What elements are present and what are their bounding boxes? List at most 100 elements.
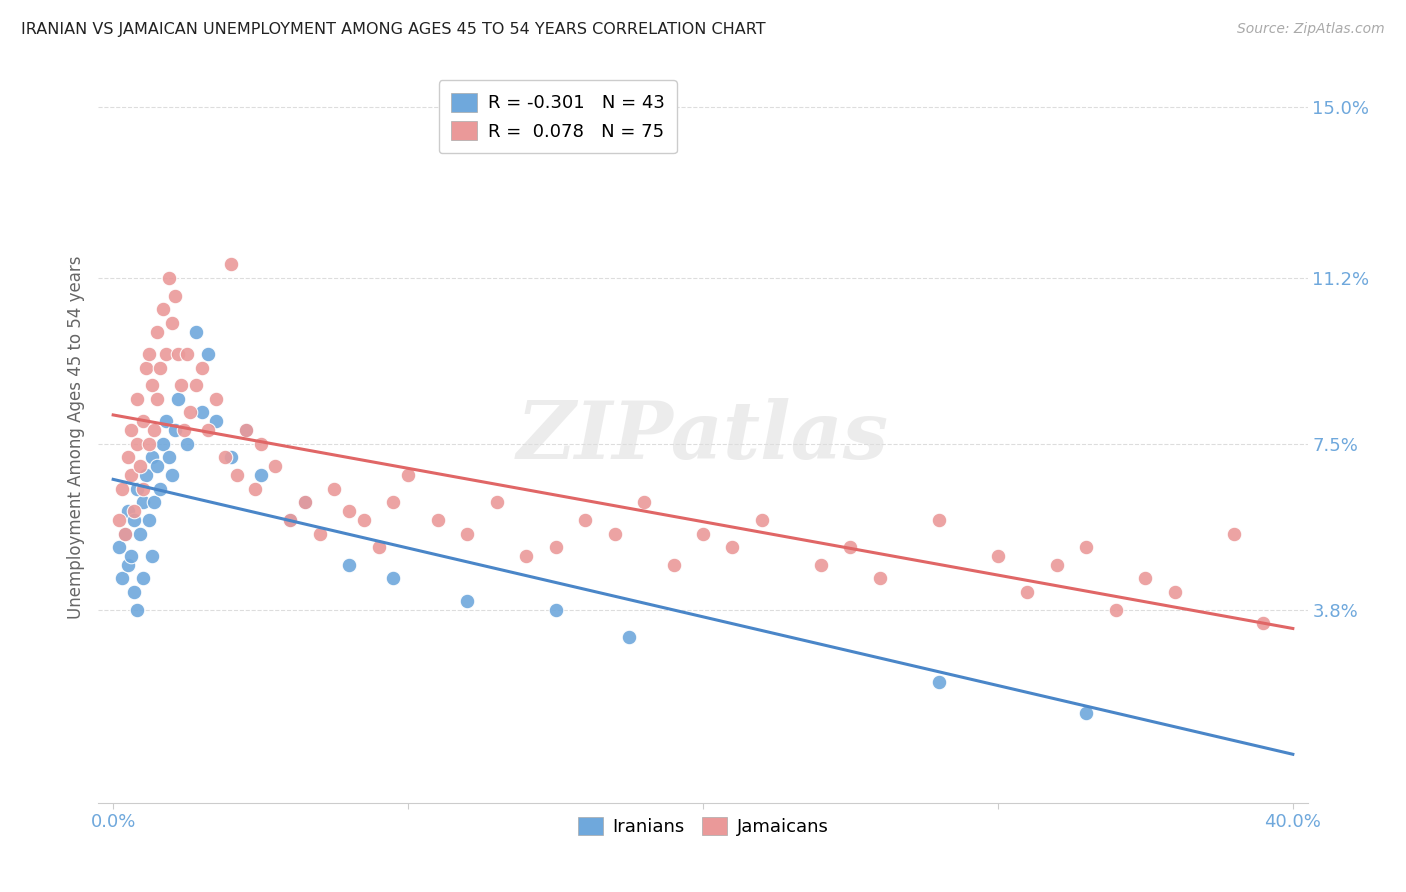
Point [141,378,163,392]
Point [337,504,360,518]
Point [219,257,242,271]
Point [869,571,891,585]
Point [1223,526,1246,541]
Point [160,316,183,330]
Point [1076,540,1098,554]
Point [184,378,207,392]
Point [155,347,177,361]
Text: IRANIAN VS JAMAICAN UNEMPLOYMENT AMONG AGES 45 TO 54 YEARS CORRELATION CHART: IRANIAN VS JAMAICAN UNEMPLOYMENT AMONG A… [21,22,766,37]
Point [839,540,862,554]
Point [167,347,190,361]
Point [108,540,131,554]
Point [120,549,142,563]
Point [128,459,150,474]
Point [235,423,257,437]
Point [122,513,145,527]
Point [603,526,626,541]
Point [149,482,172,496]
Point [131,414,153,428]
Point [146,459,169,474]
Point [456,526,478,541]
Point [111,482,134,496]
Point [131,571,153,585]
Point [226,468,249,483]
Point [278,513,301,527]
Point [249,468,271,483]
Point [751,513,773,527]
Point [143,423,166,437]
Point [1253,616,1275,631]
Point [157,450,180,465]
Y-axis label: Unemployment Among Ages 45 to 54 years: Unemployment Among Ages 45 to 54 years [66,255,84,619]
Point [485,495,508,509]
Point [249,437,271,451]
Point [382,495,405,509]
Point [122,504,145,518]
Point [205,414,228,428]
Point [184,325,207,339]
Point [138,437,160,451]
Point [515,549,537,563]
Point [367,540,389,554]
Point [205,392,228,406]
Point [544,540,567,554]
Point [152,302,174,317]
Point [114,526,136,541]
Point [128,526,150,541]
Point [165,423,187,437]
Point [108,513,131,527]
Point [987,549,1010,563]
Point [117,450,139,465]
Point [456,594,478,608]
Text: Source: ZipAtlas.com: Source: ZipAtlas.com [1237,22,1385,37]
Point [1105,603,1128,617]
Point [294,495,316,509]
Point [692,526,714,541]
Text: ZIPatlas: ZIPatlas [517,399,889,475]
Point [155,414,177,428]
Point [122,585,145,599]
Point [135,468,157,483]
Point [176,437,198,451]
Point [214,450,236,465]
Point [574,513,596,527]
Point [111,571,134,585]
Point [928,513,950,527]
Point [149,360,172,375]
Point [138,347,160,361]
Point [125,603,148,617]
Point [152,437,174,451]
Point [426,513,449,527]
Point [146,392,169,406]
Point [662,558,685,572]
Point [143,495,166,509]
Point [125,437,148,451]
Point [167,392,190,406]
Point [1164,585,1187,599]
Point [219,450,242,465]
Point [1017,585,1039,599]
Point [721,540,744,554]
Point [131,495,153,509]
Point [120,468,142,483]
Point [353,513,375,527]
Point [278,513,301,527]
Point [619,630,641,644]
Point [243,482,266,496]
Point [197,347,219,361]
Point [1046,558,1069,572]
Point [810,558,832,572]
Point [125,482,148,496]
Point [264,459,287,474]
Point [135,360,157,375]
Point [190,360,212,375]
Point [141,549,163,563]
Point [138,513,160,527]
Point [633,495,655,509]
Point [141,450,163,465]
Point [197,423,219,437]
Point [323,482,346,496]
Point [125,392,148,406]
Point [544,603,567,617]
Point [165,289,187,303]
